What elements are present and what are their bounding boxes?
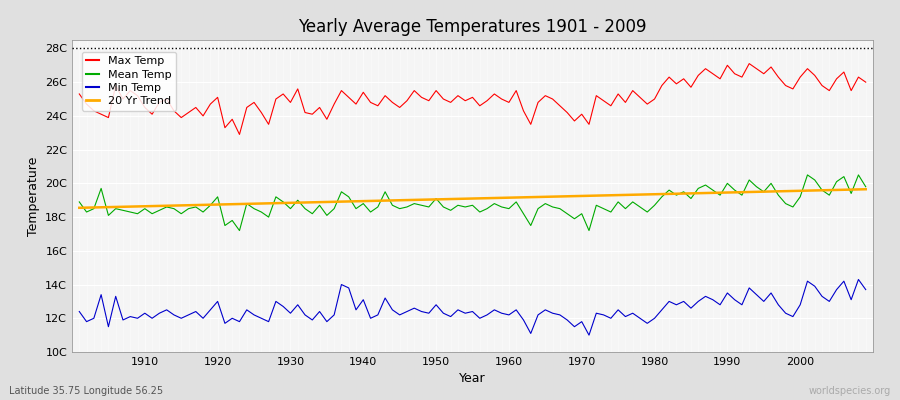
Text: worldspecies.org: worldspecies.org <box>809 386 891 396</box>
Title: Yearly Average Temperatures 1901 - 2009: Yearly Average Temperatures 1901 - 2009 <box>298 18 647 36</box>
Text: Latitude 35.75 Longitude 56.25: Latitude 35.75 Longitude 56.25 <box>9 386 163 396</box>
Y-axis label: Temperature: Temperature <box>27 156 40 236</box>
Legend: Max Temp, Mean Temp, Min Temp, 20 Yr Trend: Max Temp, Mean Temp, Min Temp, 20 Yr Tre… <box>82 52 176 111</box>
X-axis label: Year: Year <box>459 372 486 386</box>
